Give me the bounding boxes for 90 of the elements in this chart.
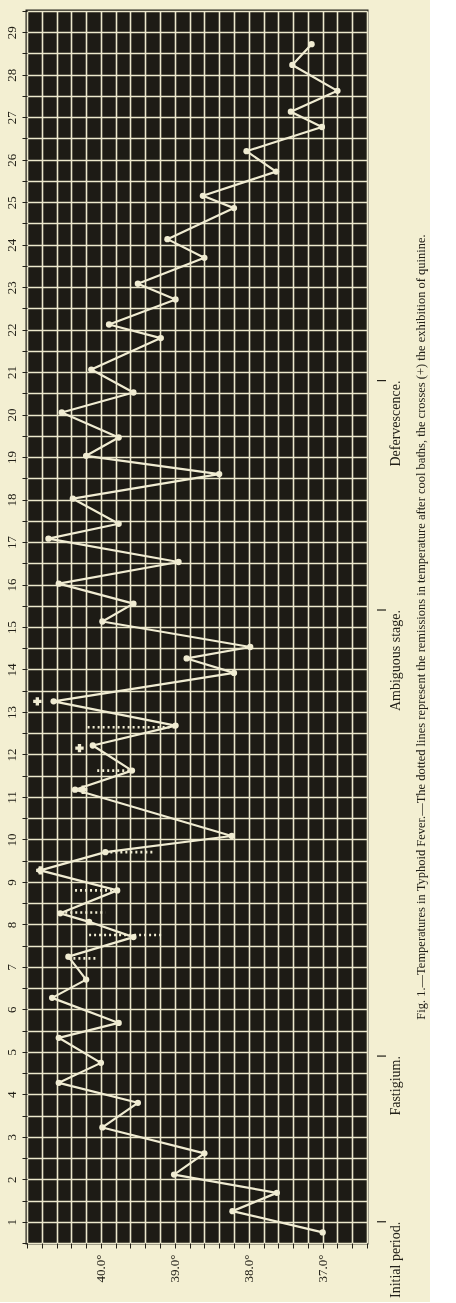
y-tick-label: 19 xyxy=(3,451,19,465)
point xyxy=(130,389,137,396)
point xyxy=(99,1124,106,1131)
y-tick-label: 11 xyxy=(3,791,19,804)
point xyxy=(247,643,254,651)
y-tick-label: 27 xyxy=(3,110,19,125)
y-tick-label: 17 xyxy=(3,535,19,550)
y-tick-label: 16 xyxy=(3,578,19,592)
y-tick-label: 5 xyxy=(3,1049,19,1056)
y-tick-label: 25 xyxy=(3,196,19,210)
y-tick-label: 2 xyxy=(3,1176,19,1184)
point xyxy=(157,334,164,342)
point xyxy=(272,168,280,175)
x-tick-label: 39.0° xyxy=(167,1254,183,1283)
y-tick-label: 21 xyxy=(3,366,19,380)
point xyxy=(130,600,137,607)
ref-line-label: Ambiguous stage. xyxy=(388,610,403,712)
point xyxy=(128,767,136,774)
y-tick-label: 13 xyxy=(3,705,19,719)
point xyxy=(308,40,315,48)
point xyxy=(115,434,122,441)
point xyxy=(229,1207,236,1215)
y-tick-label: 29 xyxy=(3,26,19,40)
ref-line-label: Defervescence. xyxy=(388,380,403,467)
point xyxy=(164,235,171,243)
point xyxy=(230,669,238,677)
y-tick-label: 4 xyxy=(3,1091,19,1099)
point xyxy=(48,994,56,1002)
point xyxy=(88,366,95,373)
y-tick-label: 28 xyxy=(3,68,19,82)
point xyxy=(172,296,179,303)
point xyxy=(71,786,79,793)
point xyxy=(58,409,65,416)
point xyxy=(134,1099,142,1106)
point xyxy=(216,470,223,478)
point xyxy=(134,280,142,287)
point xyxy=(82,976,90,983)
y-tick-label: 7 xyxy=(3,963,19,971)
y-tick-label: 14 xyxy=(3,662,19,677)
point xyxy=(50,698,57,705)
y-tick-label: 1 xyxy=(3,1219,19,1226)
point xyxy=(175,558,182,566)
x-tick-label: 40.0° xyxy=(93,1254,109,1283)
x-tick-label: 38.0° xyxy=(241,1254,257,1283)
point xyxy=(55,1034,62,1041)
y-tick-label: 18 xyxy=(3,493,19,507)
ref-line-label: Fastigium. xyxy=(388,1056,403,1116)
point xyxy=(69,495,76,502)
point xyxy=(115,520,122,527)
ref-line-label: Initial period. xyxy=(388,1221,403,1298)
x-tick-label: 37.0° xyxy=(315,1254,331,1283)
y-tick-label: 15 xyxy=(3,621,19,634)
point xyxy=(228,832,235,840)
point xyxy=(55,580,62,587)
point xyxy=(183,655,190,662)
point xyxy=(45,535,52,542)
y-tick-label: 20 xyxy=(3,408,19,422)
point xyxy=(33,697,42,706)
point xyxy=(99,618,106,625)
y-tick-label: 26 xyxy=(3,153,19,167)
point xyxy=(75,743,84,753)
point xyxy=(230,204,238,212)
point xyxy=(130,933,137,941)
point xyxy=(243,148,250,155)
point xyxy=(55,1079,62,1086)
text: Fig. 1.—Temperatures in Typhoid Fever.—The dotted lines represent the remissions in temperature after cool baths, the crosses (+) the exhibition of quinine. xyxy=(414,234,428,1020)
point xyxy=(170,1171,178,1178)
point xyxy=(334,87,341,95)
point xyxy=(201,1150,208,1157)
y-tick-label: 8 xyxy=(3,921,19,929)
point xyxy=(82,452,90,459)
point xyxy=(172,722,179,729)
y-tick-label: 3 xyxy=(3,1134,19,1141)
point xyxy=(199,192,207,199)
point xyxy=(318,123,326,131)
y-tick-label: 6 xyxy=(3,1006,19,1014)
y-tick-label: 24 xyxy=(3,238,19,252)
y-tick-label: 9 xyxy=(3,879,19,886)
y-tick-label: 23 xyxy=(3,281,19,295)
point xyxy=(273,1189,280,1197)
point xyxy=(105,321,113,328)
y-tick-label: 10 xyxy=(3,833,19,847)
y-tick-label: 22 xyxy=(3,323,19,337)
point xyxy=(97,1059,105,1067)
y-tick-label: 12 xyxy=(3,748,19,762)
point xyxy=(102,849,109,856)
point xyxy=(289,61,296,69)
point xyxy=(89,742,96,749)
point xyxy=(319,1229,326,1236)
point xyxy=(201,254,208,261)
